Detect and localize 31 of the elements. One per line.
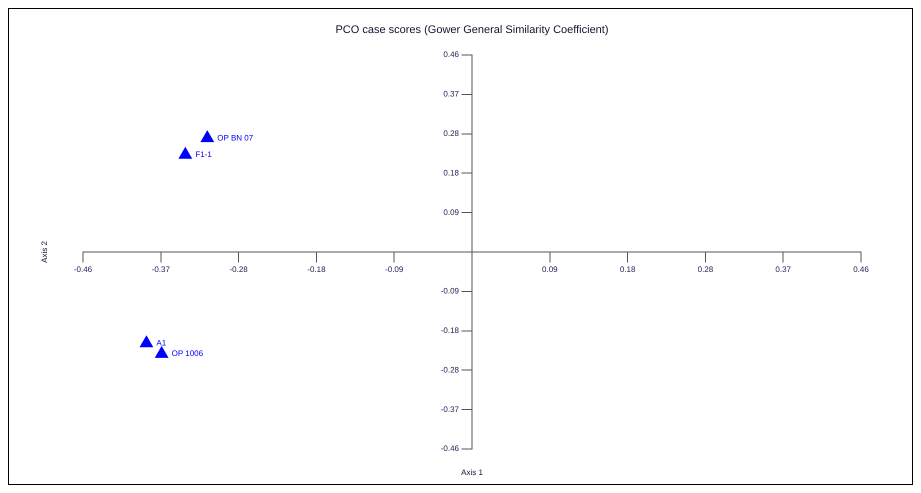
- y-tick-label: 0.37: [443, 90, 460, 99]
- x-tick-label: -0.46: [74, 265, 93, 274]
- x-tick-label: 0.28: [698, 265, 714, 274]
- series-label: F1-1: [195, 150, 212, 159]
- x-tick-label: 0.18: [620, 265, 636, 274]
- x-tick-label: -0.18: [307, 265, 326, 274]
- y-tick-label: -0.28: [440, 365, 460, 374]
- y-tick-label: 0.18: [443, 168, 460, 178]
- y-tick-label: -0.37: [440, 404, 460, 414]
- y-axis-title: Axis 2: [40, 240, 49, 263]
- y-tick-label: 0.09: [443, 208, 460, 217]
- y-tick-label: 0.46: [443, 50, 460, 60]
- y-tick-label: -0.18: [440, 326, 460, 336]
- point: [178, 147, 192, 159]
- y-tick-label: -0.46: [440, 444, 460, 454]
- x-tick-label: 0.37: [775, 265, 792, 274]
- y-tick-label: -0.09: [440, 286, 460, 296]
- point: [200, 130, 214, 142]
- x-tick-label: 0.46: [853, 265, 870, 274]
- x-tick-label: -0.28: [229, 265, 248, 274]
- y-tick-label: 0.28: [443, 129, 460, 138]
- x-tick-label: -0.37: [152, 265, 170, 274]
- point: [155, 346, 168, 358]
- point: [140, 336, 153, 348]
- x-axis-title: Axis 1: [461, 468, 484, 477]
- series-label: OP 1006: [172, 349, 204, 358]
- series-label: A1: [156, 338, 167, 348]
- chart-title: PCO case scores (Gower General Similarity Coefficient): [335, 24, 609, 36]
- series-label: OP BN 07: [217, 133, 254, 142]
- x-tick-label: -0.09: [385, 265, 404, 274]
- x-tick-label: 0.09: [542, 265, 558, 274]
